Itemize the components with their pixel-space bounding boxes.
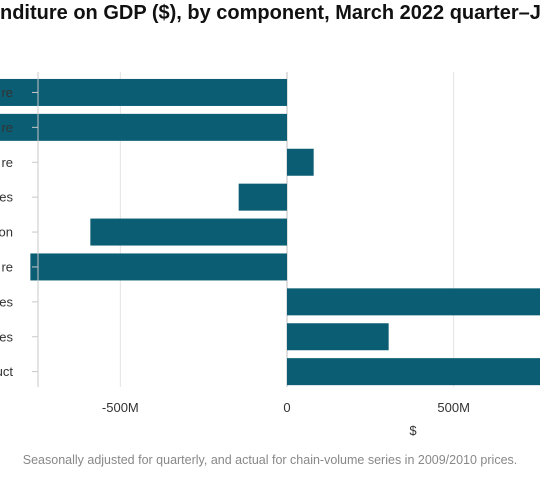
bar bbox=[0, 113, 287, 141]
x-axis-label: $ bbox=[409, 423, 417, 438]
bar bbox=[30, 253, 287, 281]
y-tick-label: re bbox=[1, 155, 13, 170]
y-tick-label: uct bbox=[0, 364, 13, 379]
footnote: Seasonally adjusted for quarterly, and a… bbox=[22, 453, 518, 467]
y-tick-label: re bbox=[1, 120, 13, 135]
bar bbox=[90, 218, 287, 246]
bar bbox=[287, 323, 389, 351]
bar bbox=[287, 358, 540, 386]
y-tick-label: es bbox=[0, 329, 13, 344]
x-tick-label: 0 bbox=[283, 400, 290, 415]
x-tick-label: -500M bbox=[102, 400, 139, 415]
x-tick-label: 500M bbox=[437, 400, 470, 415]
bar bbox=[0, 78, 288, 106]
bar bbox=[287, 288, 540, 316]
chart-title: nditure on GDP ($), by component, March … bbox=[0, 2, 540, 24]
bars bbox=[0, 78, 540, 386]
bar bbox=[287, 148, 314, 176]
y-tick-label: es bbox=[0, 190, 13, 205]
bar bbox=[238, 183, 287, 211]
y-tick-label: on bbox=[0, 225, 13, 240]
y-tick-label: re bbox=[1, 85, 13, 100]
y-tick-label: re bbox=[1, 259, 13, 274]
x-axis: -1 500M-1 000M-500M0500M1 000M1 50 bbox=[102, 400, 470, 415]
y-axis: re re re es on re es es uct bbox=[0, 72, 39, 387]
y-tick-label: es bbox=[0, 294, 13, 309]
